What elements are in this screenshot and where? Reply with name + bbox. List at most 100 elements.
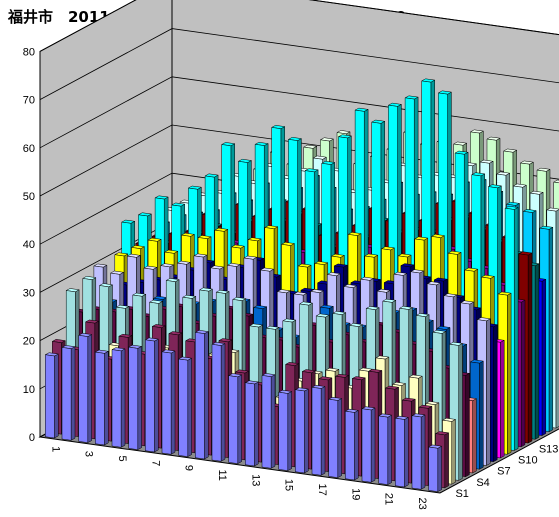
bar [361, 406, 376, 483]
bar [244, 380, 260, 467]
bar-front [345, 410, 355, 481]
bar-front [45, 354, 55, 439]
x-tick-label: 15 [283, 479, 295, 491]
bar-side [404, 416, 409, 488]
bar-side [534, 263, 540, 440]
x-tick-label: 11 [216, 470, 228, 481]
bar [144, 337, 160, 453]
bar-side [220, 343, 226, 462]
bar-side [204, 331, 209, 460]
bar-front [95, 351, 105, 446]
bar [394, 415, 410, 488]
bar-front [128, 346, 139, 450]
bar-side [270, 374, 276, 469]
y-tick-label: 60 [23, 143, 35, 155]
bar [311, 384, 326, 476]
depth-tick-label: S1 [455, 488, 468, 500]
bar-side [304, 388, 309, 474]
x-tick-label: 23 [416, 498, 428, 510]
bar-front [178, 358, 189, 457]
bar-side [520, 299, 526, 448]
x-tick-label: 21 [383, 493, 395, 505]
bar-side [500, 339, 505, 459]
x-tick-label: 17 [316, 484, 328, 496]
bar-side [137, 345, 142, 451]
bar [377, 413, 393, 486]
bar-side [465, 372, 470, 478]
bar-side [472, 398, 477, 474]
x-tick-label: 13 [249, 474, 261, 486]
bar-side [548, 226, 554, 433]
bar-side [87, 334, 92, 444]
bar-front [145, 339, 155, 453]
bar [277, 389, 293, 472]
bar [211, 342, 226, 462]
depth-tick-label: S10 [518, 455, 538, 467]
bar [111, 347, 126, 448]
bar-front [411, 415, 422, 490]
bar [327, 396, 343, 479]
bar [177, 356, 193, 458]
gridline [39, 28, 559, 100]
y-tick-label: 70 [23, 95, 35, 107]
bar-front [195, 332, 205, 460]
bar-front [295, 389, 305, 474]
bar-side [527, 252, 533, 444]
bar-side [120, 348, 126, 448]
bar-front [111, 349, 122, 448]
bar-front [78, 335, 89, 443]
bar-side [479, 360, 484, 470]
bar [427, 444, 443, 493]
bar-front [228, 375, 239, 464]
bar [161, 349, 176, 455]
bar [127, 344, 143, 451]
y-tick-label: 50 [23, 191, 35, 203]
bar-side [493, 324, 498, 463]
bar-front [395, 417, 405, 488]
bar-side [507, 292, 512, 455]
bar-side [541, 278, 547, 437]
x-tick-label: 9 [183, 465, 195, 471]
bar [94, 349, 110, 446]
bar [261, 373, 276, 469]
bar-front [428, 446, 439, 492]
bar-side [170, 350, 176, 455]
x-tick-label: 1 [49, 446, 61, 452]
bar-front [311, 387, 322, 476]
bar [344, 408, 360, 481]
y-tick-label: 0 [29, 432, 35, 444]
bar [227, 373, 243, 465]
bar-front [261, 375, 272, 469]
bar-front [378, 415, 389, 485]
bar-side [444, 432, 449, 489]
bar-side [187, 357, 192, 458]
x-tick-label: 5 [116, 456, 128, 462]
bar-side [437, 445, 442, 493]
depth-tick-label: S4 [476, 477, 489, 489]
y-tick-label: 20 [23, 336, 35, 348]
depth-tick-label: S13 [539, 443, 559, 455]
x-tick-label: 19 [349, 488, 361, 500]
bar-side [320, 386, 326, 476]
bar [77, 333, 93, 444]
bar-side [70, 346, 76, 441]
bar [194, 330, 210, 460]
bar-front [211, 344, 222, 462]
bar-side [458, 342, 463, 481]
bar-side [54, 353, 59, 439]
bar [44, 352, 60, 439]
bar-side [287, 391, 292, 472]
gridline [39, 0, 559, 52]
x-tick-label: 7 [149, 460, 161, 466]
y-tick-label: 10 [23, 384, 35, 396]
bar-front [278, 391, 289, 471]
bar-side [354, 409, 359, 481]
bar-front [361, 408, 372, 483]
bar-side [513, 207, 519, 451]
bar-side [104, 350, 109, 446]
bar-side [254, 381, 259, 467]
depth-tick-label: S7 [497, 466, 510, 478]
bar-front [245, 382, 255, 467]
